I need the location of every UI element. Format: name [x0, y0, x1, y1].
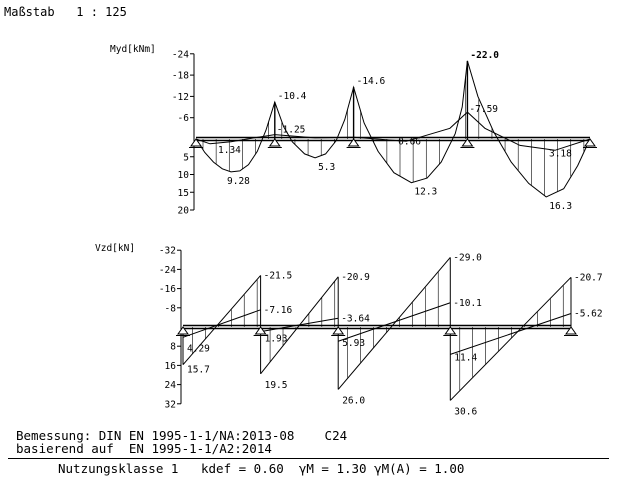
shear-tick-label: 32 — [165, 399, 176, 410]
moment-tick-label: -6 — [178, 113, 190, 124]
moment-data-label: 9.28 — [227, 176, 250, 187]
moment-tick-label: -24 — [172, 49, 189, 60]
shear-envelope-line — [337, 257, 451, 390]
moment-tick-label: 5 — [183, 152, 189, 163]
moment-data-label: 1.34 — [218, 145, 241, 156]
shear-data-label: 11.4 — [454, 352, 477, 363]
moment-tick-label: 20 — [178, 206, 190, 217]
shear-secondary-line — [450, 313, 572, 355]
moment-envelope-curve — [195, 60, 591, 198]
shear-data-label: -29.0 — [453, 252, 482, 263]
moment-data-label: 0.66 — [398, 136, 421, 147]
shear-data-label: -3.64 — [341, 313, 370, 324]
moment-data-label: -1.25 — [277, 125, 306, 136]
shear-secondary-line — [182, 309, 261, 338]
footer-divider — [8, 458, 609, 459]
scale-label: Maßstab — [4, 5, 55, 19]
moment-support — [461, 138, 474, 147]
moment-tick-label: -12 — [172, 92, 189, 103]
structural-diagram: Myd[kNm] -24 -18 -12 -6 5 10 15 20 1.34 9.28 -10.4 -… — [95, 44, 603, 417]
shear-data-label: 15.7 — [187, 365, 210, 376]
shear-data-label: 19.5 — [265, 380, 288, 391]
shear-tick-label: -16 — [159, 284, 176, 295]
shear-envelope-line — [182, 275, 261, 366]
moment-tick-label: 15 — [178, 188, 189, 199]
shear-tick-label: 8 — [170, 342, 176, 353]
moment-support — [584, 138, 596, 147]
shear-tick-label: -8 — [165, 303, 177, 314]
shear-data-label: 26.0 — [342, 395, 365, 406]
moment-secondary-curve — [195, 111, 591, 151]
shear-axis-label: Vzd[kN] — [95, 243, 135, 254]
moment-tick-label: 10 — [178, 170, 190, 181]
shear-data-label: 5.93 — [342, 338, 365, 349]
shear-data-label: 30.6 — [454, 406, 477, 417]
moment-support — [347, 138, 360, 147]
shear-data-label: -7.16 — [264, 305, 293, 316]
shear-support — [254, 326, 267, 335]
shear-tick-label: 24 — [165, 380, 177, 391]
shear-tick-label: 16 — [165, 361, 177, 372]
moment-data-label: -22.0 — [470, 50, 499, 61]
shear-secondary-line — [338, 302, 451, 342]
moment-data-label: -10.4 — [278, 91, 307, 102]
moment-axis-label: Myd[kNm] — [110, 44, 156, 55]
moment-data-label: -7.59 — [469, 104, 498, 115]
shear-tick-label: -24 — [159, 265, 176, 276]
shear-support — [332, 326, 345, 335]
moment-data-label: 5.3 — [318, 162, 335, 173]
moment-data-label: -14.6 — [357, 76, 386, 87]
shear-data-label: 1.93 — [265, 334, 288, 345]
moment-support — [190, 138, 202, 147]
shear-support — [444, 326, 457, 335]
moment-data-label: 16.3 — [549, 201, 572, 212]
scale-text: Maßstab 1 : 125 — [4, 6, 127, 18]
moment-tick-label: -18 — [172, 71, 189, 82]
scale-value: 1 : 125 — [76, 5, 127, 19]
shear-data-label: -21.5 — [264, 270, 293, 281]
shear-envelope-line — [449, 276, 572, 401]
moment-data-label: 3.18 — [549, 148, 572, 159]
shear-data-label: -20.9 — [341, 272, 370, 283]
moment-data-label: 12.3 — [414, 187, 437, 198]
footer-based-on: basierend auf EN 1995-1-1/A2:2014 — [16, 441, 272, 456]
shear-tick-label: -32 — [159, 246, 176, 257]
shear-data-label: 4.29 — [187, 343, 210, 354]
shear-data-label: -5.62 — [574, 309, 603, 320]
footer-service-class: Nutzungsklasse 1 kdef = 0.60 γM = 1.30 γ… — [58, 461, 465, 476]
moment-support — [268, 138, 281, 147]
shear-data-label: -10.1 — [453, 298, 482, 309]
shear-data-label: -20.7 — [574, 272, 603, 283]
footer-design-code: Bemessung: DIN EN 1995-1-1/NA:2013-08 C2… — [16, 428, 348, 443]
shear-support — [177, 326, 189, 335]
shear-support — [565, 326, 577, 335]
